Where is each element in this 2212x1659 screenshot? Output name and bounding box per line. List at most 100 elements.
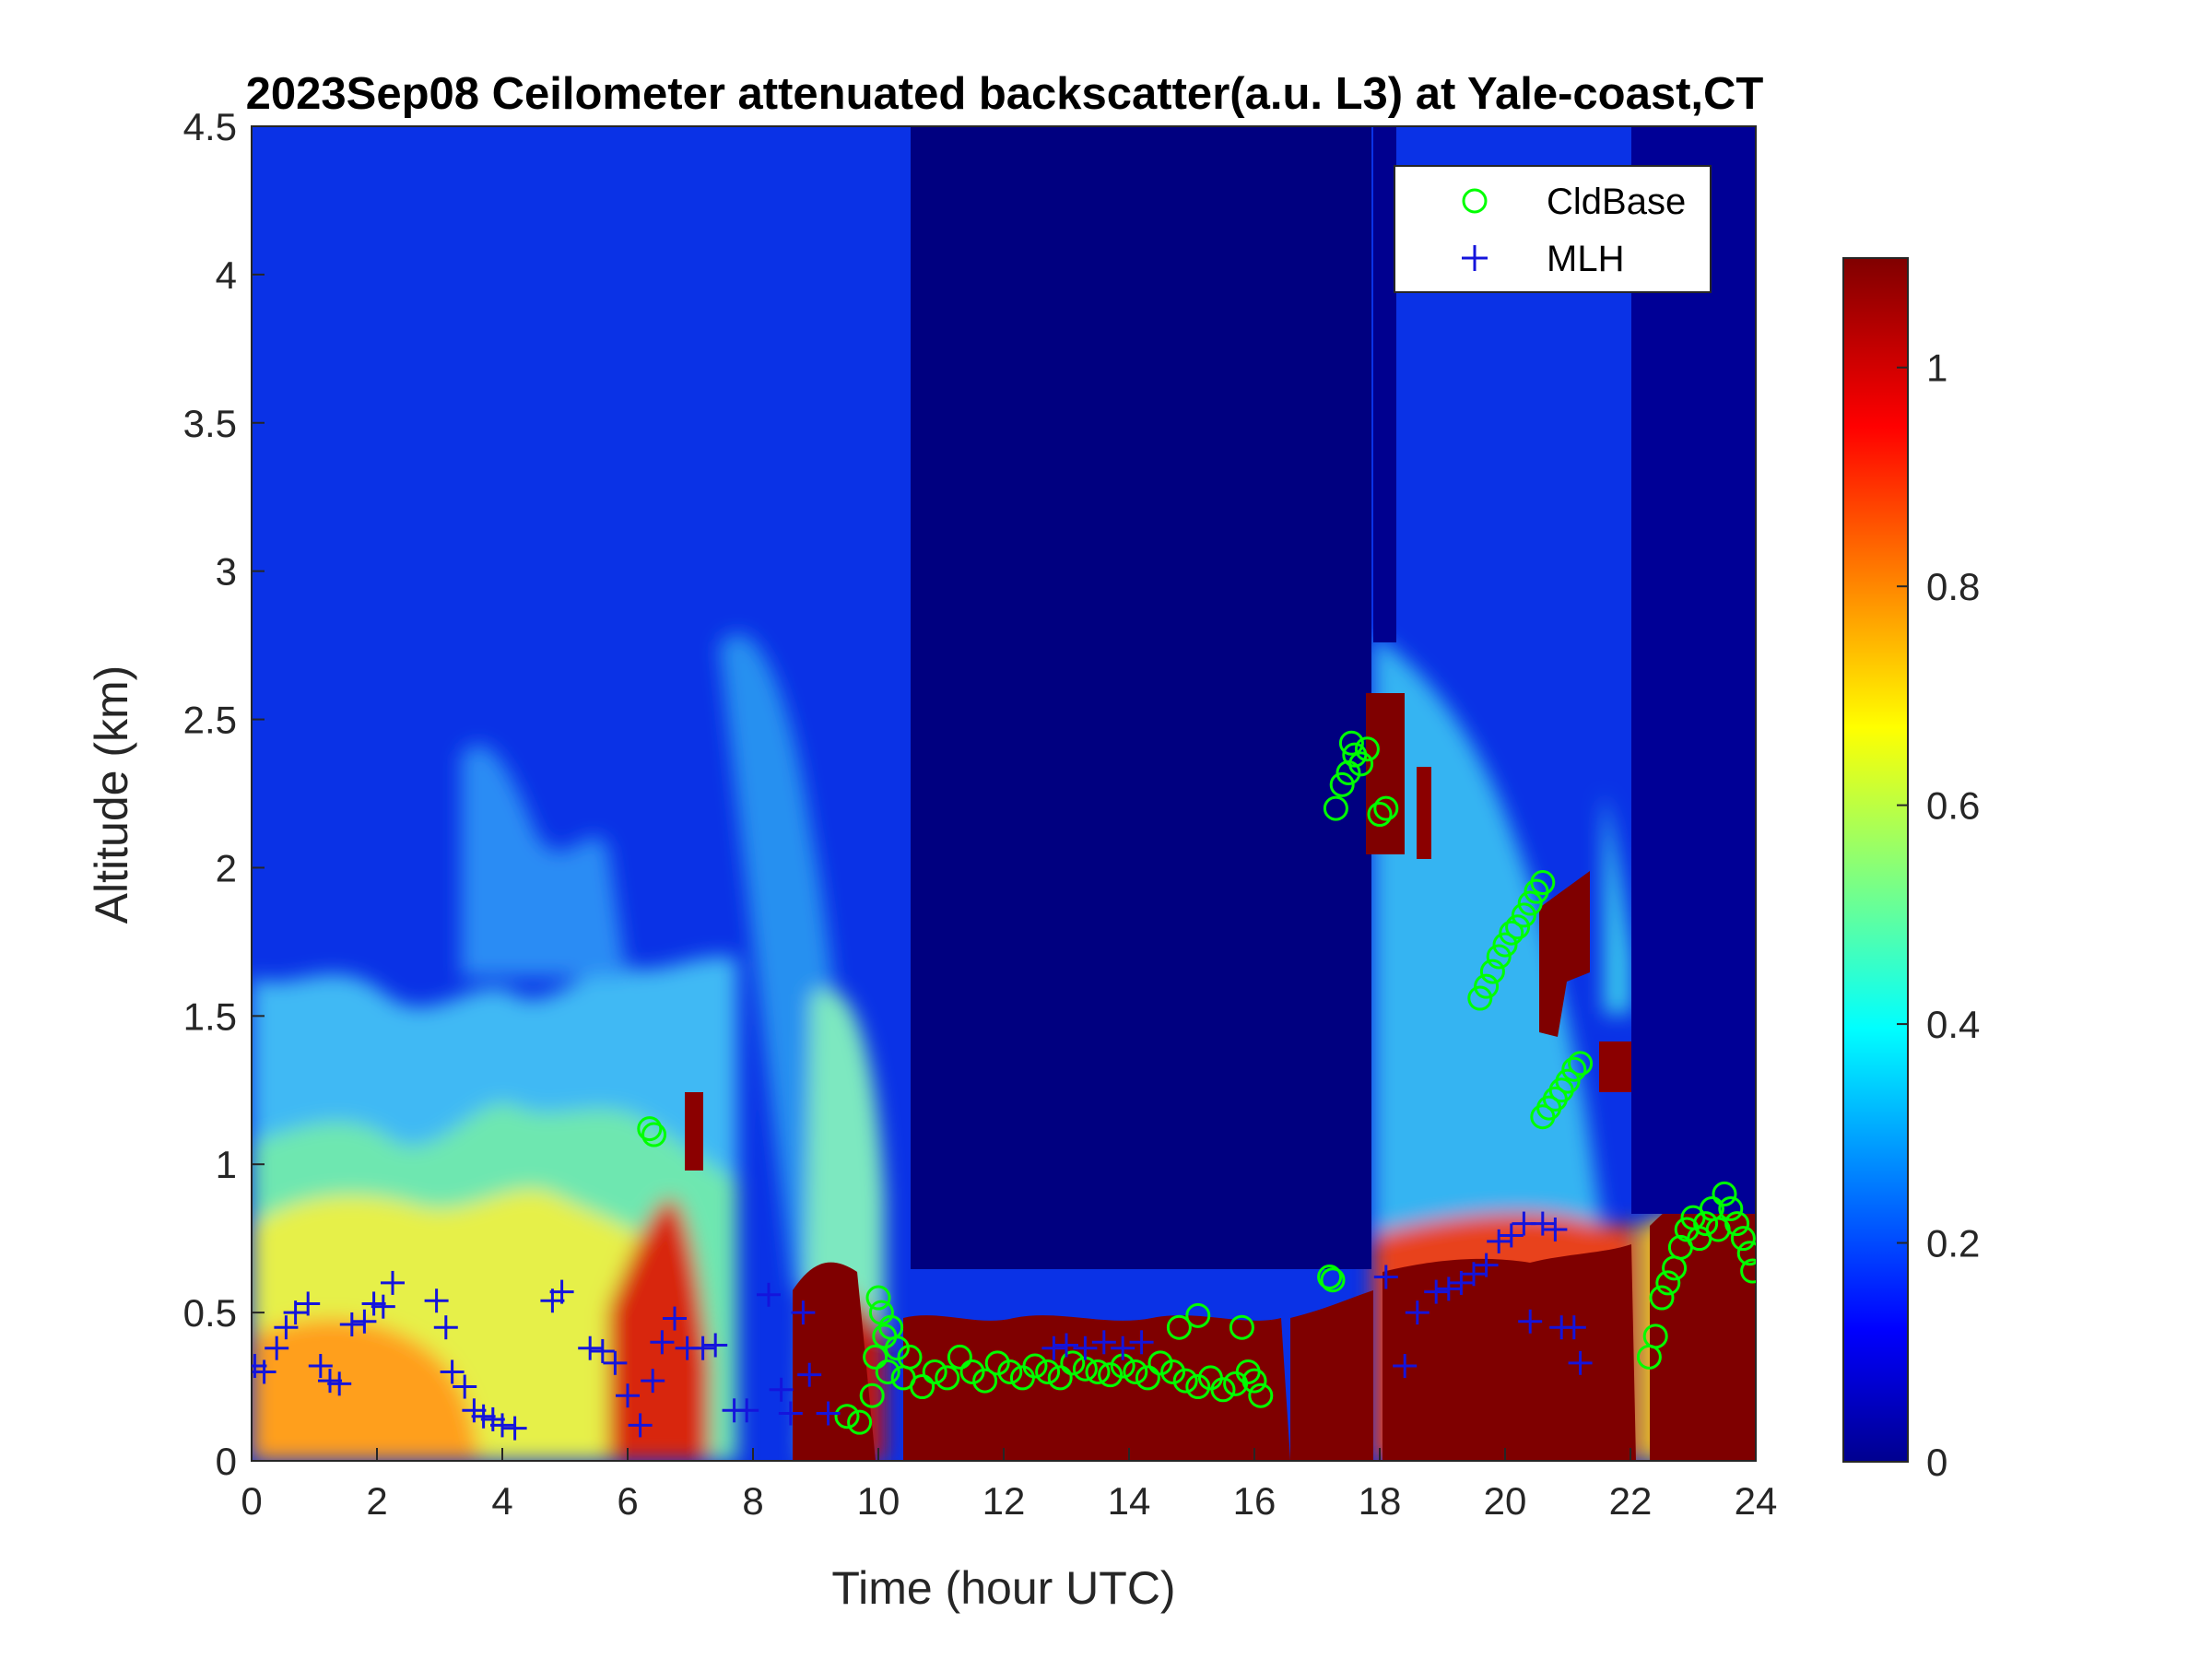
mlh-point [1111, 1335, 1135, 1360]
backscatter-heatmap [252, 126, 1756, 1461]
cldbase-point [1210, 1377, 1236, 1403]
cldbase-point [1718, 1195, 1744, 1221]
cldbase-point [972, 1368, 998, 1394]
cldbase-point [1530, 870, 1556, 896]
cldbase-point [865, 1285, 891, 1311]
cldbase-point [1035, 1359, 1061, 1384]
cldbase-point [1323, 795, 1348, 821]
colorbar-tick-label: 0.4 [1926, 1003, 1980, 1046]
mlh-point [433, 1315, 458, 1340]
cldbase-point [1248, 1382, 1274, 1408]
cldbase-point [1499, 920, 1524, 946]
cldbase-point [1329, 771, 1355, 797]
mlh-point [549, 1279, 574, 1304]
cldbase-point [935, 1365, 960, 1391]
mlh-point [265, 1335, 289, 1360]
x-tick-label: 8 [742, 1479, 763, 1523]
mlh-point [480, 1406, 505, 1431]
mlh-point [339, 1312, 364, 1336]
mlh-point [1424, 1279, 1449, 1304]
colorbar-tick-label: 0.2 [1926, 1222, 1980, 1265]
cldbase-point [1022, 1353, 1048, 1379]
cldbase-point [641, 1122, 667, 1147]
x-tick-label: 22 [1609, 1479, 1653, 1523]
cldbase-point [1373, 795, 1399, 821]
cldbase-point [1147, 1350, 1173, 1376]
chart-legend: CldBase MLH [1394, 165, 1712, 293]
cldbase-point [1320, 1267, 1346, 1293]
mlh-point [1568, 1350, 1593, 1375]
x-tick-label: 10 [857, 1479, 900, 1523]
y-tick-label: 1 [216, 1143, 237, 1186]
cldbase-point [1467, 985, 1493, 1011]
mlh-point [308, 1354, 333, 1379]
mlh-point [641, 1369, 665, 1394]
cldbase-point [997, 1359, 1023, 1384]
colorbar-tick-label: 0.8 [1926, 565, 1980, 608]
mlh-point [1530, 1211, 1555, 1236]
cldbase-point [922, 1359, 947, 1384]
y-tick-label: 0.5 [183, 1291, 237, 1335]
mlh-point [471, 1404, 496, 1429]
cldbase-point [1348, 751, 1374, 777]
cldbase-point [1474, 973, 1500, 999]
mlh-point [797, 1362, 822, 1387]
x-tick-label: 12 [982, 1479, 1026, 1523]
cldbase-point [1338, 730, 1364, 756]
cldbase-point [1123, 1359, 1148, 1384]
y-tick-label: 3.5 [183, 402, 237, 445]
mlh-point [440, 1359, 465, 1384]
cldbase-point [1511, 902, 1536, 928]
cldbase-point [1185, 1374, 1211, 1400]
mlh-point [769, 1377, 794, 1402]
mlh-point [1449, 1270, 1474, 1295]
cldbase-point [863, 1344, 888, 1370]
mlh-point [1091, 1330, 1116, 1355]
legend-cldbase-marker [1462, 188, 1488, 214]
cldbase-point [847, 1409, 873, 1435]
cldbase-point [1160, 1359, 1186, 1384]
x-tick-label: 24 [1735, 1479, 1778, 1523]
mlh-point [361, 1291, 386, 1316]
x-tick-label: 16 [1233, 1479, 1277, 1523]
cldbase-point [1185, 1302, 1211, 1328]
mlh-point [1499, 1223, 1524, 1248]
mlh-point [352, 1309, 377, 1334]
mlh-point [490, 1413, 514, 1438]
y-tick-label: 0 [216, 1440, 237, 1483]
x-tick-label: 14 [1108, 1479, 1151, 1523]
mlh-point [453, 1374, 477, 1399]
mlh-point [628, 1413, 653, 1438]
mlh-point [381, 1270, 405, 1295]
y-tick-label: 4 [216, 253, 237, 297]
mlh-point [663, 1306, 687, 1331]
mlh-point [371, 1294, 395, 1319]
cldbase-point [1085, 1359, 1111, 1384]
x-tick-label: 0 [241, 1479, 262, 1523]
mlh-point [1561, 1315, 1586, 1340]
x-tick-label: 4 [491, 1479, 512, 1523]
mlh-point [1073, 1335, 1098, 1360]
x-tick-label: 2 [366, 1479, 387, 1523]
cldbase-point [1354, 736, 1380, 762]
cldbase-point [1740, 1258, 1756, 1284]
mlh-point [1474, 1253, 1499, 1277]
chart-title: 2023Sep08 Ceilometer attenuated backscat… [246, 69, 1764, 119]
mlh-point [690, 1335, 715, 1360]
y-tick-label: 3 [216, 550, 237, 594]
mlh-point [578, 1335, 603, 1360]
cldbase-point [1736, 1241, 1756, 1266]
colorbar: 0 0.2 0.4 0.6 0.8 1 [1842, 257, 1980, 1484]
mlh-point [816, 1401, 841, 1426]
mlh-point [1543, 1218, 1568, 1242]
cldbase-point [1047, 1365, 1073, 1391]
cldbase-point [897, 1344, 923, 1370]
mlh-point [1373, 1265, 1398, 1289]
cldbase-point [1492, 932, 1518, 958]
mlh-point [502, 1416, 527, 1441]
cldbase-point [1517, 890, 1543, 916]
mlh-point [757, 1282, 781, 1307]
mlh-point [791, 1300, 816, 1325]
colorbar-tick-label: 0 [1926, 1441, 1947, 1484]
mlh-point [778, 1401, 803, 1426]
